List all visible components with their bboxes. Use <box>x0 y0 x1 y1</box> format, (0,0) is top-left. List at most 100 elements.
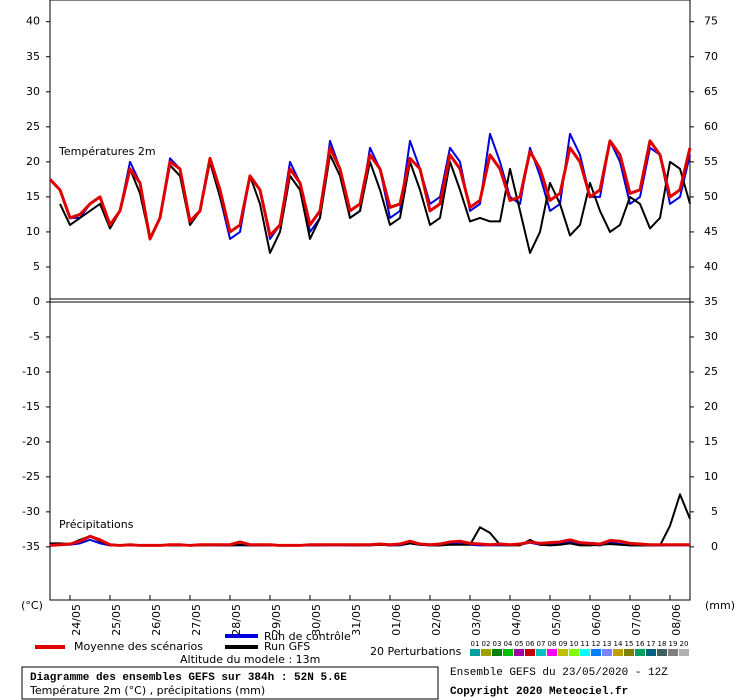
perturbation-label: 08 <box>548 640 557 648</box>
perturbation-swatch <box>657 649 667 656</box>
y2-axis-label: (mm) <box>705 599 735 612</box>
series-line <box>48 139 692 241</box>
y2-tick-label: 10 <box>704 470 718 483</box>
y2-tick-label: 30 <box>704 330 718 343</box>
y-tick-label: -5 <box>29 330 40 343</box>
x-tick-label: 01/06 <box>390 604 403 636</box>
perturbation-label: 11 <box>581 640 590 648</box>
perturbation-label: 16 <box>636 640 645 648</box>
perturbation-swatch <box>470 649 480 656</box>
perturbation-swatch <box>492 649 502 656</box>
perturbation-label: 02 <box>482 640 491 648</box>
run-info: Ensemble GEFS du 23/05/2020 - 12Z <box>450 667 668 679</box>
y2-tick-label: 20 <box>704 400 718 413</box>
x-tick-label: 26/05 <box>150 604 163 636</box>
y-tick-label: 10 <box>26 225 40 238</box>
y2-tick-label: 50 <box>704 190 718 203</box>
perturbation-swatch <box>525 649 535 656</box>
perturbation-label: 18 <box>658 640 667 648</box>
y2-tick-label: 15 <box>704 435 718 448</box>
panel-title: Précipitations <box>59 518 134 531</box>
perturbation-swatch <box>646 649 656 656</box>
perturbation-label: 07 <box>537 640 546 648</box>
perturbation-swatch <box>547 649 557 656</box>
y-tick-label: -10 <box>22 365 40 378</box>
y-tick-label: -30 <box>22 505 40 518</box>
y2-tick-label: 40 <box>704 260 718 273</box>
y-tick-label: -35 <box>22 540 40 553</box>
footer-subtitle: Température 2m (°C) , précipitations (mm… <box>29 684 265 697</box>
y-tick-label: 25 <box>26 120 40 133</box>
perturbation-swatch <box>580 649 590 656</box>
x-tick-label: 29/05 <box>270 604 283 636</box>
y-axis-label: (°C) <box>21 599 43 612</box>
perturbation-label: 03 <box>493 640 502 648</box>
perturbation-swatch <box>503 649 513 656</box>
x-tick-label: 31/05 <box>350 604 363 636</box>
y-tick-label: -15 <box>22 400 40 413</box>
y-tick-label: -20 <box>22 435 40 448</box>
series-line <box>49 534 690 547</box>
legend-label: Run GFS <box>264 640 310 653</box>
x-tick-label: 28/05 <box>230 604 243 636</box>
y2-tick-label: 45 <box>704 225 718 238</box>
y-tick-label: 20 <box>26 155 40 168</box>
perturbation-label: 13 <box>603 640 612 648</box>
y2-tick-label: 55 <box>704 155 718 168</box>
x-tick-label: 27/05 <box>190 604 203 636</box>
perturbation-swatch <box>668 649 678 656</box>
y2-tick-label: 60 <box>704 120 718 133</box>
perturbation-swatch <box>591 649 601 656</box>
x-tick-label: 07/06 <box>630 604 643 636</box>
perturbation-label: 09 <box>559 640 568 648</box>
plot-frame <box>49 0 691 601</box>
y-tick-label: 15 <box>26 190 40 203</box>
x-tick-label: 05/06 <box>550 604 563 636</box>
x-tick-label: 25/05 <box>110 604 123 636</box>
perturbation-label: 15 <box>625 640 634 648</box>
legend-label: Run de contrôle <box>264 630 351 643</box>
x-tick-label: 03/06 <box>470 604 483 636</box>
legend-label: Moyenne des scénarios <box>74 640 203 653</box>
x-tick-label: 06/06 <box>590 604 603 636</box>
perturbation-swatch <box>602 649 612 656</box>
perturbation-label: 14 <box>614 640 623 648</box>
y-tick-label: 0 <box>33 295 40 308</box>
y2-tick-label: 75 <box>704 15 718 28</box>
perturbation-swatch <box>514 649 524 656</box>
perturbation-swatch <box>481 649 491 656</box>
y-tick-label: -25 <box>22 470 40 483</box>
x-tick-label: 08/06 <box>670 604 683 636</box>
copyright: Copyright 2020 Meteociel.fr <box>450 686 628 698</box>
y2-tick-label: 0 <box>711 540 718 553</box>
y2-tick-label: 25 <box>704 365 718 378</box>
footer-title: Diagramme des ensembles GEFS sur 384h : … <box>30 672 347 684</box>
y2-tick-label: 5 <box>711 505 718 518</box>
panel-title: Températures 2m <box>58 145 156 158</box>
x-tick-label: 04/06 <box>510 604 523 636</box>
y-tick-label: 5 <box>33 260 40 273</box>
perturbation-label: 20 <box>680 640 689 648</box>
y-tick-label: 40 <box>26 15 40 28</box>
y-tick-label: 30 <box>26 85 40 98</box>
perturbation-label: 19 <box>669 640 678 648</box>
x-tick-label: 02/06 <box>430 604 443 636</box>
perturbation-label: 17 <box>647 640 656 648</box>
perturbation-label: 12 <box>592 640 601 648</box>
perturbation-swatch <box>569 649 579 656</box>
altitude: Altitude du modele : 13m <box>180 653 320 666</box>
perturbation-swatch <box>613 649 623 656</box>
perturbation-label: 10 <box>570 640 579 648</box>
perturbation-swatch <box>558 649 568 656</box>
x-tick-label: 30/05 <box>310 604 323 636</box>
perturbation-label: 04 <box>504 640 513 648</box>
perturbation-swatch <box>635 649 645 656</box>
perturbation-label: 01 <box>471 640 480 648</box>
perturbation-swatch <box>536 649 546 656</box>
y-tick-label: 35 <box>26 50 40 63</box>
perturbation-swatch <box>624 649 634 656</box>
perturbation-title: 20 Perturbations <box>370 645 462 658</box>
y2-tick-label: 70 <box>704 50 718 63</box>
x-tick-label: 24/05 <box>70 604 83 636</box>
